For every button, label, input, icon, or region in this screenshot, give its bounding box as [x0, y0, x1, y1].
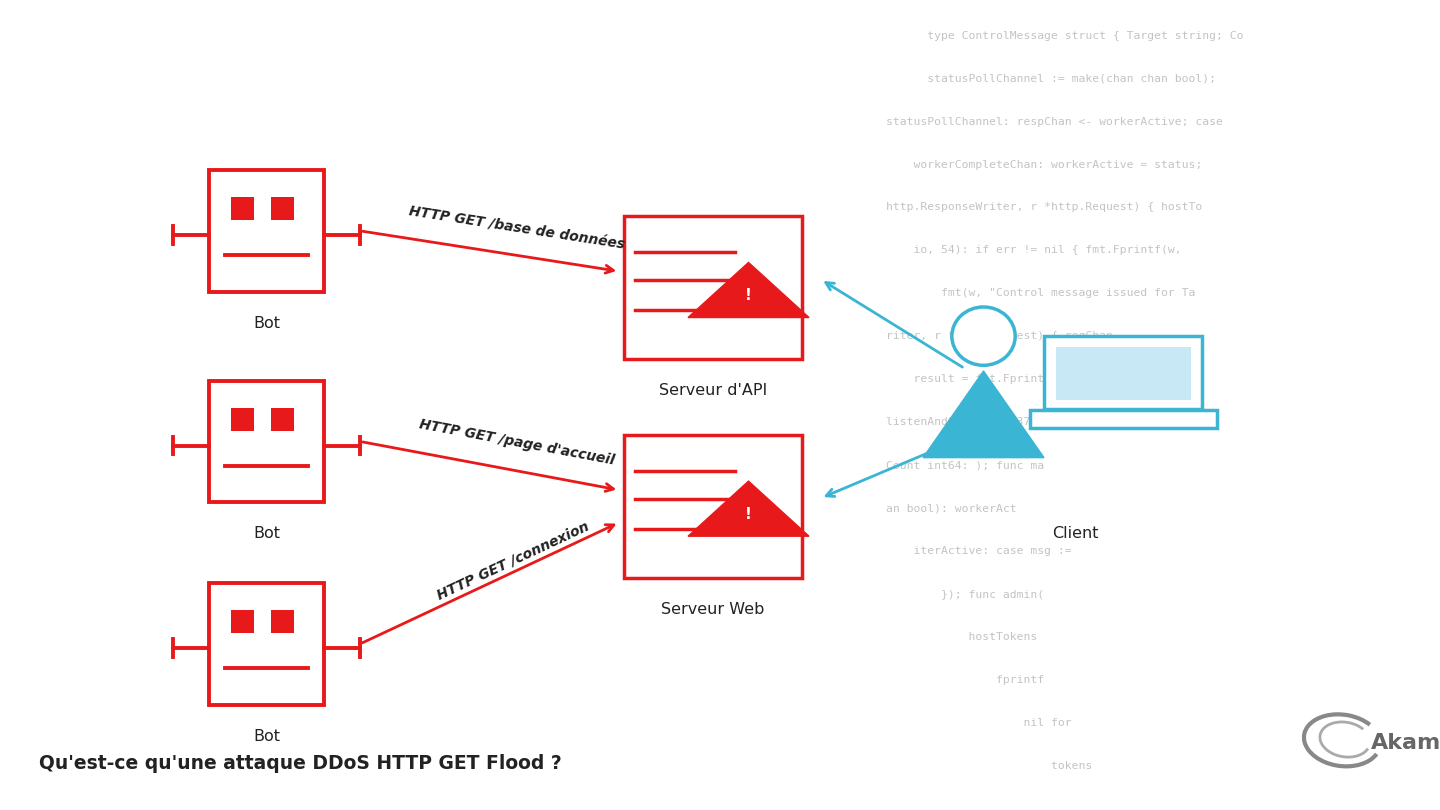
Text: Bot: Bot [253, 526, 279, 542]
Text: listenAndServe(":1337", nil)); };pa: listenAndServe(":1337", nil)); };pa [886, 417, 1126, 427]
FancyBboxPatch shape [230, 198, 253, 220]
Text: type ControlMessage struct { Target string; Co: type ControlMessage struct { Target stri… [886, 31, 1243, 40]
FancyBboxPatch shape [271, 198, 294, 220]
FancyBboxPatch shape [624, 216, 802, 359]
Text: Client: Client [1053, 526, 1099, 542]
FancyBboxPatch shape [209, 381, 324, 502]
Text: !: ! [744, 507, 752, 522]
Text: hostTokens: hostTokens [886, 632, 1037, 642]
Text: Count int64: ); func ma: Count int64: ); func ma [886, 460, 1044, 470]
Text: io, 54): if err != nil { fmt.Fprintf(w,: io, 54): if err != nil { fmt.Fprintf(w, [886, 245, 1181, 255]
Text: Akamai: Akamai [1371, 733, 1440, 752]
FancyBboxPatch shape [209, 170, 324, 292]
Text: }); func admin(: }); func admin( [886, 589, 1044, 599]
Text: fmt(w, "Control message issued for Ta: fmt(w, "Control message issued for Ta [886, 288, 1195, 298]
FancyBboxPatch shape [624, 435, 802, 578]
Text: nil for: nil for [886, 718, 1071, 727]
Text: Bot: Bot [253, 316, 279, 331]
Text: an bool): workerAct: an bool): workerAct [886, 503, 1017, 513]
Text: statusPollChannel := make(chan chan bool);: statusPollChannel := make(chan chan bool… [886, 74, 1215, 83]
FancyBboxPatch shape [209, 583, 324, 705]
FancyBboxPatch shape [230, 408, 253, 431]
Text: fprintf: fprintf [886, 675, 1044, 684]
Text: !: ! [744, 288, 752, 303]
Text: Serveur d'API: Serveur d'API [658, 383, 768, 399]
Text: HTTP GET /connexion: HTTP GET /connexion [435, 519, 590, 603]
Text: riter, r *http.Request) { reqChan: riter, r *http.Request) { reqChan [886, 331, 1113, 341]
Polygon shape [923, 371, 1044, 458]
FancyBboxPatch shape [1030, 410, 1217, 428]
Text: result = fmt.Fprint(w, "ACTIVE": result = fmt.Fprint(w, "ACTIVE" [886, 374, 1126, 384]
FancyBboxPatch shape [271, 408, 294, 431]
Text: Qu'est-ce qu'une attaque DDoS HTTP GET Flood ?: Qu'est-ce qu'une attaque DDoS HTTP GET F… [39, 754, 562, 774]
FancyBboxPatch shape [1056, 347, 1191, 400]
FancyBboxPatch shape [271, 611, 294, 633]
Text: HTTP GET /page d'accueil: HTTP GET /page d'accueil [418, 417, 616, 468]
Text: statusPollChannel: respChan <- workerActive; case: statusPollChannel: respChan <- workerAct… [886, 117, 1223, 126]
Text: Bot: Bot [253, 729, 279, 744]
FancyBboxPatch shape [1044, 336, 1202, 409]
FancyBboxPatch shape [230, 611, 253, 633]
Polygon shape [688, 262, 809, 318]
Text: http.ResponseWriter, r *http.Request) { hostTo: http.ResponseWriter, r *http.Request) { … [886, 202, 1202, 212]
Text: workerCompleteChan: workerActive = status;: workerCompleteChan: workerActive = statu… [886, 160, 1202, 169]
Text: Serveur Web: Serveur Web [661, 602, 765, 617]
Text: iterActive: case msg :=: iterActive: case msg := [886, 546, 1071, 556]
Text: tokens: tokens [886, 761, 1092, 770]
Ellipse shape [952, 307, 1015, 365]
Text: HTTP GET /base de données: HTTP GET /base de données [408, 204, 625, 252]
Polygon shape [688, 481, 809, 536]
